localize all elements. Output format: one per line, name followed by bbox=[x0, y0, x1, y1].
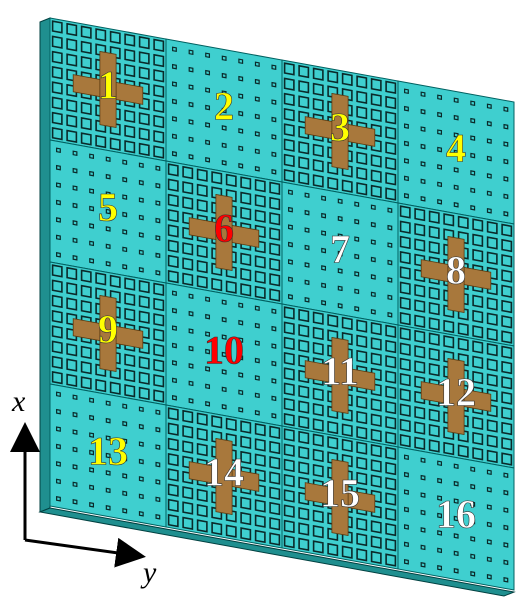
panel-label: 14 bbox=[204, 450, 244, 495]
panel-label: 16 bbox=[436, 492, 476, 537]
figure: 12345678910111213141516 x y bbox=[0, 0, 522, 597]
panel-label: 3 bbox=[330, 105, 350, 150]
page: {"panels": [ {"label": "1", "text_color"… bbox=[0, 0, 522, 597]
panel-label: 12 bbox=[436, 370, 476, 415]
panel-label: 4 bbox=[446, 126, 466, 171]
y-axis-label: y bbox=[140, 556, 157, 589]
x-axis-label: x bbox=[11, 385, 26, 418]
panel-label: 1 bbox=[98, 63, 118, 108]
panel-label: 7 bbox=[330, 227, 350, 272]
panel-label: 11 bbox=[321, 349, 359, 394]
panel-label: 9 bbox=[98, 307, 118, 352]
panel-label: 8 bbox=[446, 248, 466, 293]
panel-label: 6 bbox=[214, 206, 234, 251]
panel-label: 15 bbox=[320, 471, 360, 516]
panel-label: 13 bbox=[88, 429, 128, 474]
panel-label: 5 bbox=[98, 185, 118, 230]
y-axis-arrow bbox=[25, 540, 140, 556]
panel-label: 2 bbox=[214, 84, 234, 129]
panel-label: 10 bbox=[204, 328, 244, 373]
slab-side bbox=[40, 18, 50, 512]
